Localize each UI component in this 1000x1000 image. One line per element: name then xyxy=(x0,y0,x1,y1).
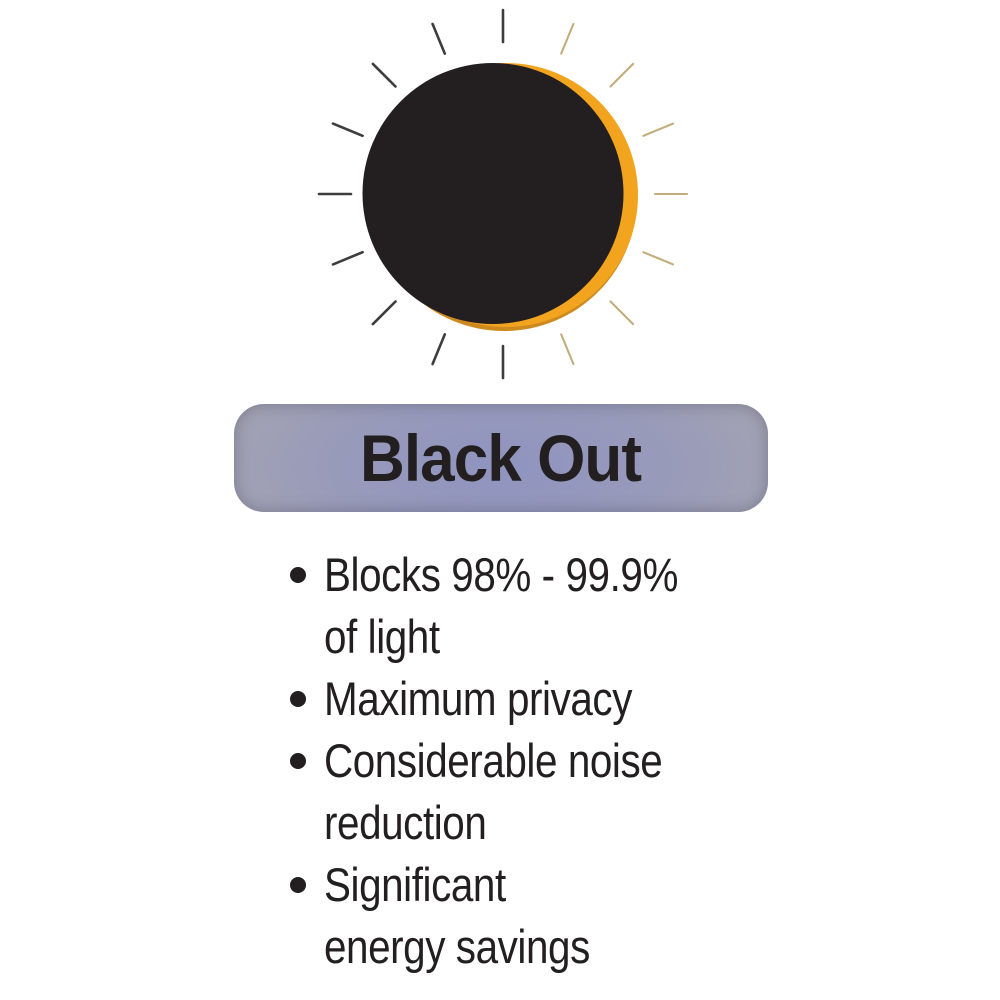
feature-item-privacy: Maximum privacy xyxy=(290,668,930,730)
sun-rays-dark-icon xyxy=(317,8,505,380)
sun-rays-gold-icon xyxy=(560,22,689,366)
moon-disc-icon xyxy=(362,63,624,324)
feature-text: Maximum privacy xyxy=(324,672,632,725)
bullet-dot xyxy=(290,691,306,707)
bullet-dot xyxy=(290,877,306,893)
category-banner: Black Out xyxy=(234,404,768,512)
feature-item-noise-reduction: Considerable noise reduction xyxy=(290,730,930,854)
feature-text: Considerable noise reduction xyxy=(324,734,663,849)
feature-item-light-blocking: Blocks 98% - 99.9% of light xyxy=(290,544,930,668)
feature-list: Blocks 98% - 99.9% of light Maximum priv… xyxy=(290,544,930,978)
bullet-dot xyxy=(290,567,306,583)
bullet-dot xyxy=(290,753,306,769)
eclipse-sun-graphic xyxy=(317,8,689,380)
feature-item-energy-savings: Significant energy savings xyxy=(290,854,930,978)
category-title: Black Out xyxy=(360,421,642,495)
feature-text: Significant energy savings xyxy=(324,858,590,973)
feature-text: Blocks 98% - 99.9% of light xyxy=(324,548,678,663)
